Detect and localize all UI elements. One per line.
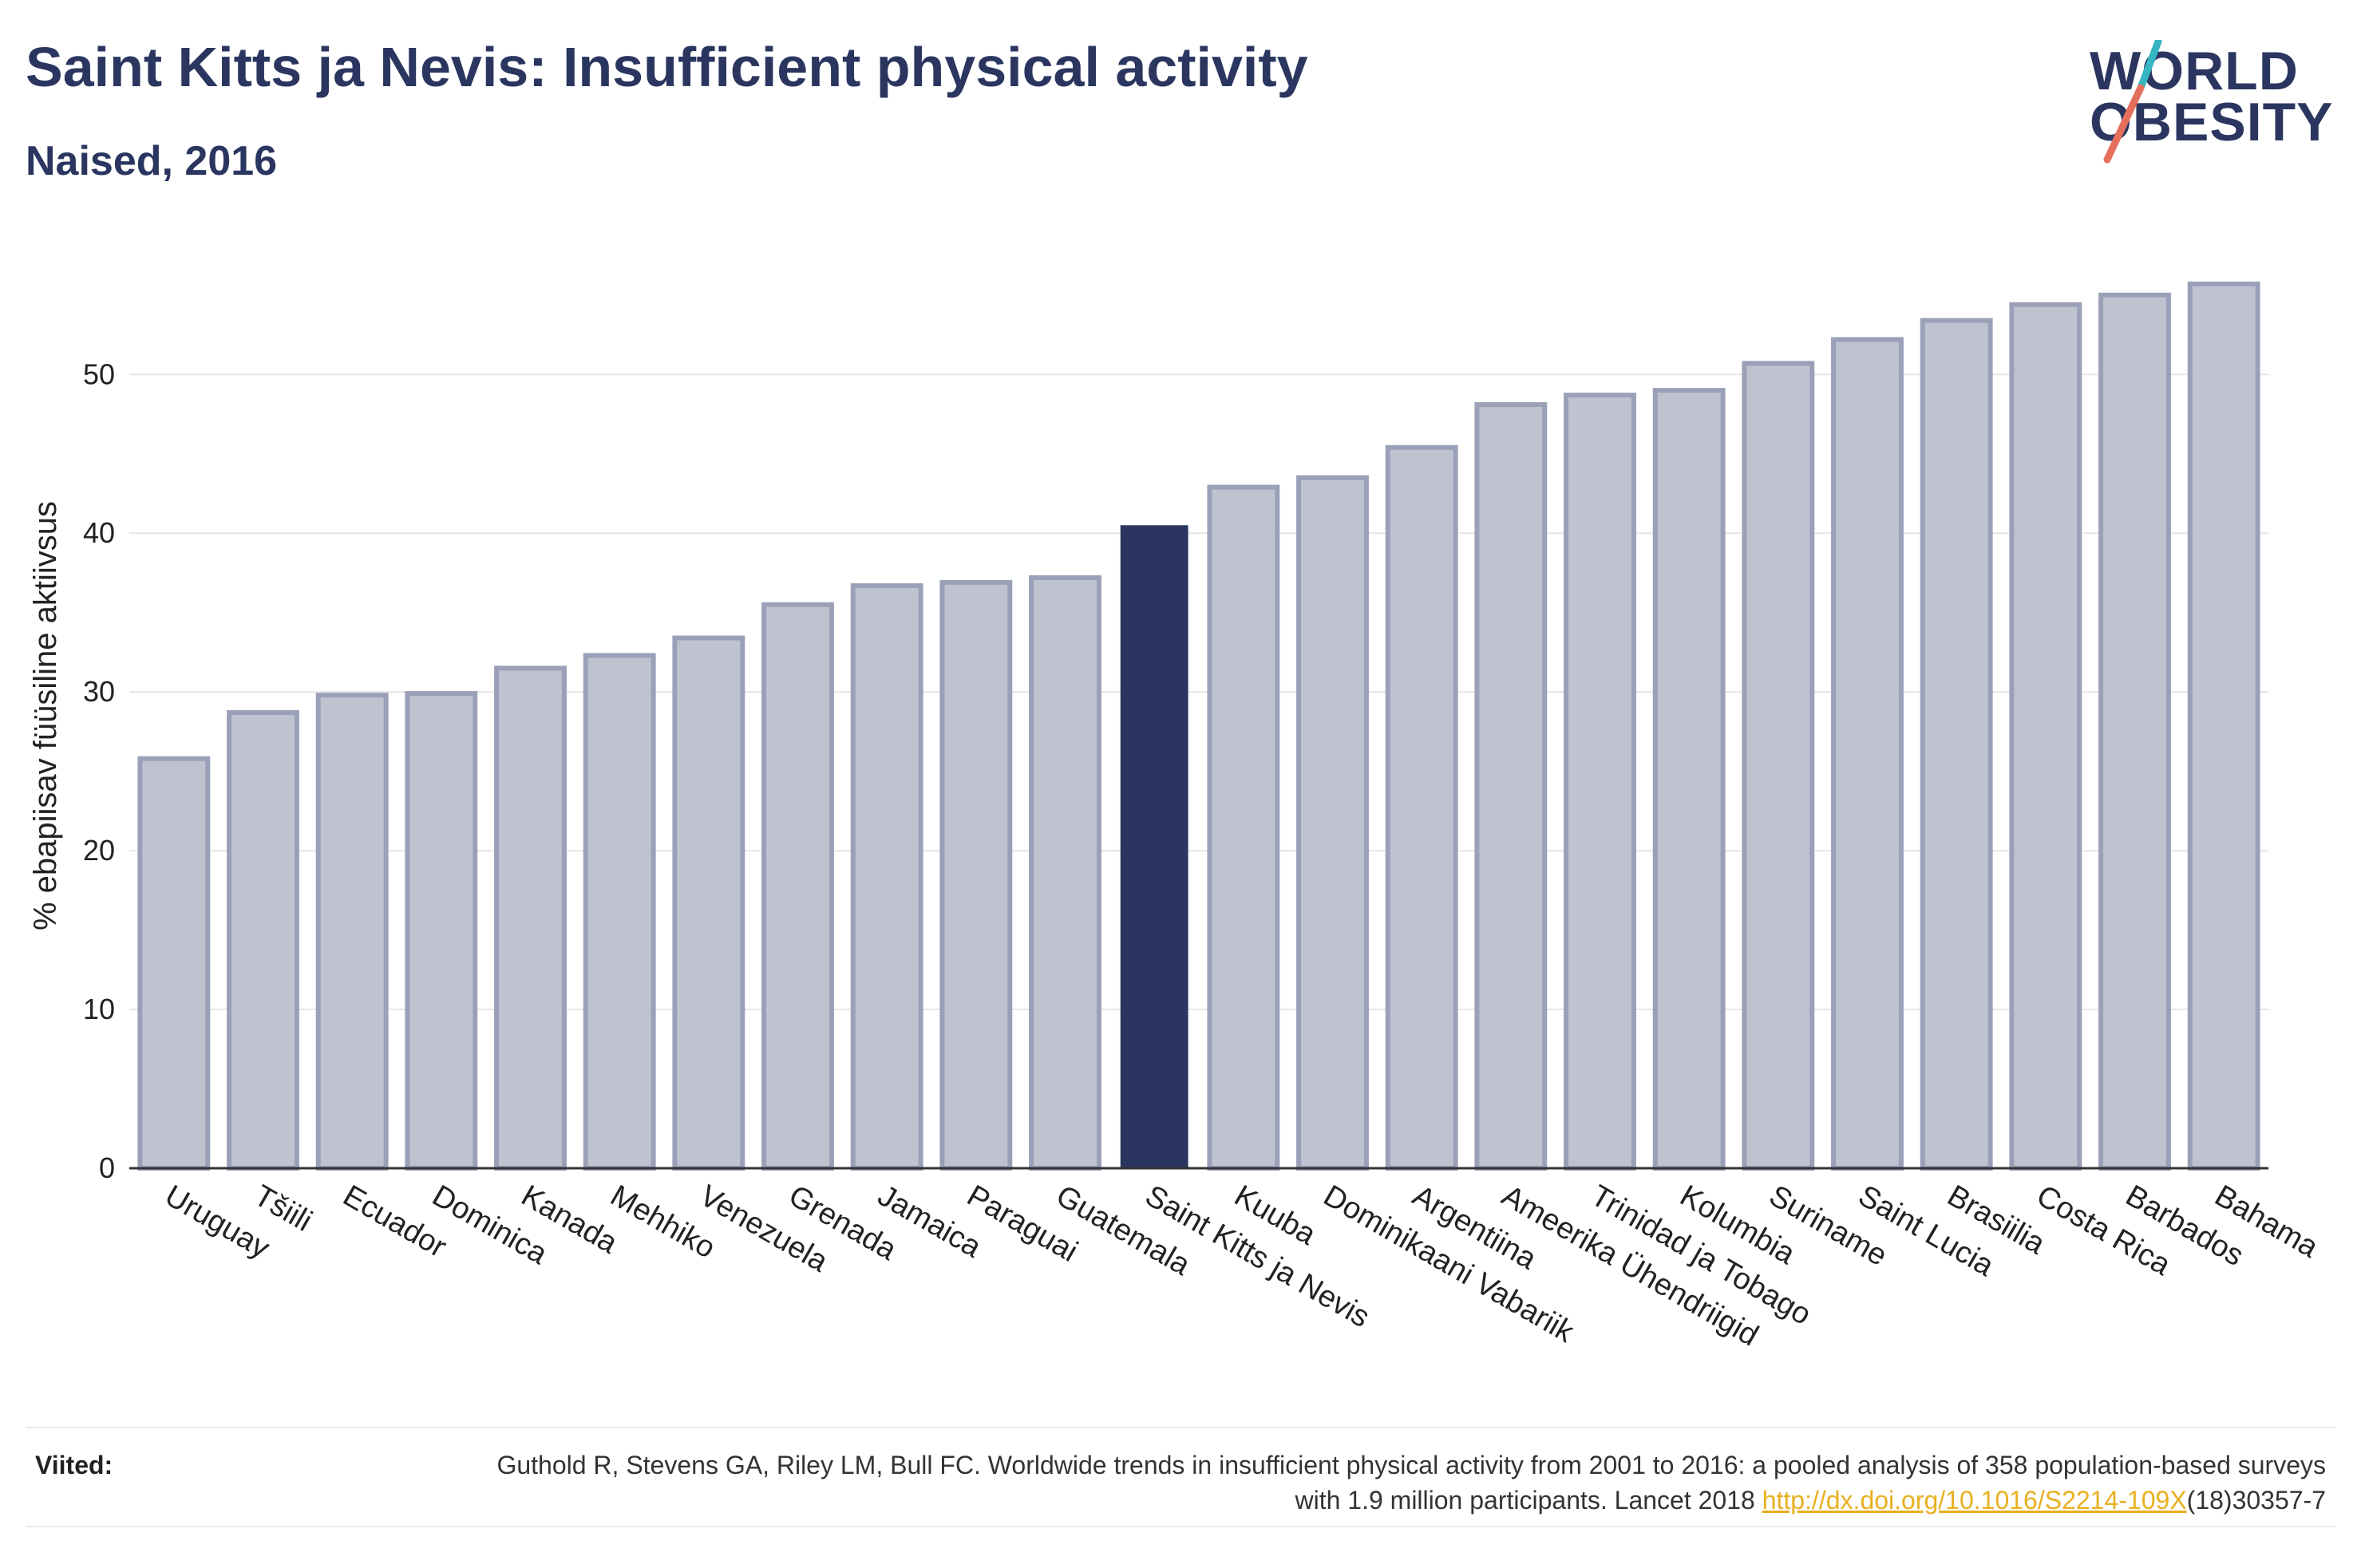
chart-title: Saint Kitts ja Nevis: Insufficient physi… bbox=[26, 36, 1308, 98]
bar bbox=[2187, 281, 2260, 1171]
bar bbox=[761, 602, 834, 1171]
bar bbox=[137, 756, 211, 1171]
bar bbox=[405, 691, 478, 1171]
bar bbox=[315, 693, 389, 1171]
chart-subtitle: Naised, 2016 bbox=[26, 138, 278, 184]
bar bbox=[1831, 337, 1904, 1171]
reference-divider-top bbox=[26, 1427, 2335, 1428]
y-tick-label: 20 bbox=[83, 834, 115, 867]
bar bbox=[1207, 484, 1280, 1171]
reference-citation-suffix: (18)30357-7 bbox=[2186, 1486, 2326, 1515]
bar bbox=[1920, 318, 1993, 1171]
y-tick-label: 10 bbox=[83, 993, 115, 1025]
bar bbox=[2009, 302, 2082, 1171]
bar bbox=[672, 635, 745, 1171]
bar bbox=[1652, 388, 1726, 1171]
reference-divider-bottom bbox=[26, 1526, 2335, 1527]
y-tick-label: 40 bbox=[83, 516, 115, 549]
reference-doi-link[interactable]: http://dx.doi.org/10.1016/S2214-109X bbox=[1762, 1486, 2187, 1515]
bar bbox=[227, 710, 299, 1171]
y-axis-title: % ebapiisav füüsiline aktiivsus bbox=[28, 501, 63, 930]
logo-line-1: WORLD bbox=[2090, 41, 2299, 101]
y-tick-label: 0 bbox=[99, 1151, 115, 1184]
bar bbox=[1742, 361, 1815, 1171]
world-obesity-logo[interactable]: WORLD OBESITY bbox=[2075, 40, 2347, 176]
bar bbox=[2098, 292, 2171, 1171]
bar bbox=[1296, 475, 1369, 1171]
y-tick-label: 30 bbox=[83, 675, 115, 708]
bar bbox=[1564, 393, 1636, 1171]
reference-citation: Guthold R, Stevens GA, Riley LM, Bull FC… bbox=[496, 1451, 2326, 1515]
bar bbox=[1385, 444, 1458, 1171]
logo-line-2: OBESITY bbox=[2090, 92, 2334, 152]
bar bbox=[1120, 525, 1188, 1168]
bar bbox=[1029, 575, 1101, 1171]
bar bbox=[939, 579, 1013, 1171]
bar bbox=[850, 583, 923, 1171]
bar bbox=[583, 653, 656, 1171]
references-text: Guthold R, Stevens GA, Riley LM, Bull FC… bbox=[490, 1448, 2326, 1518]
logo-slash-icon bbox=[2103, 40, 2162, 164]
references-label: Viited: bbox=[35, 1451, 113, 1479]
bar bbox=[1474, 402, 1548, 1171]
y-tick-label: 50 bbox=[83, 357, 115, 390]
bar bbox=[494, 666, 567, 1171]
